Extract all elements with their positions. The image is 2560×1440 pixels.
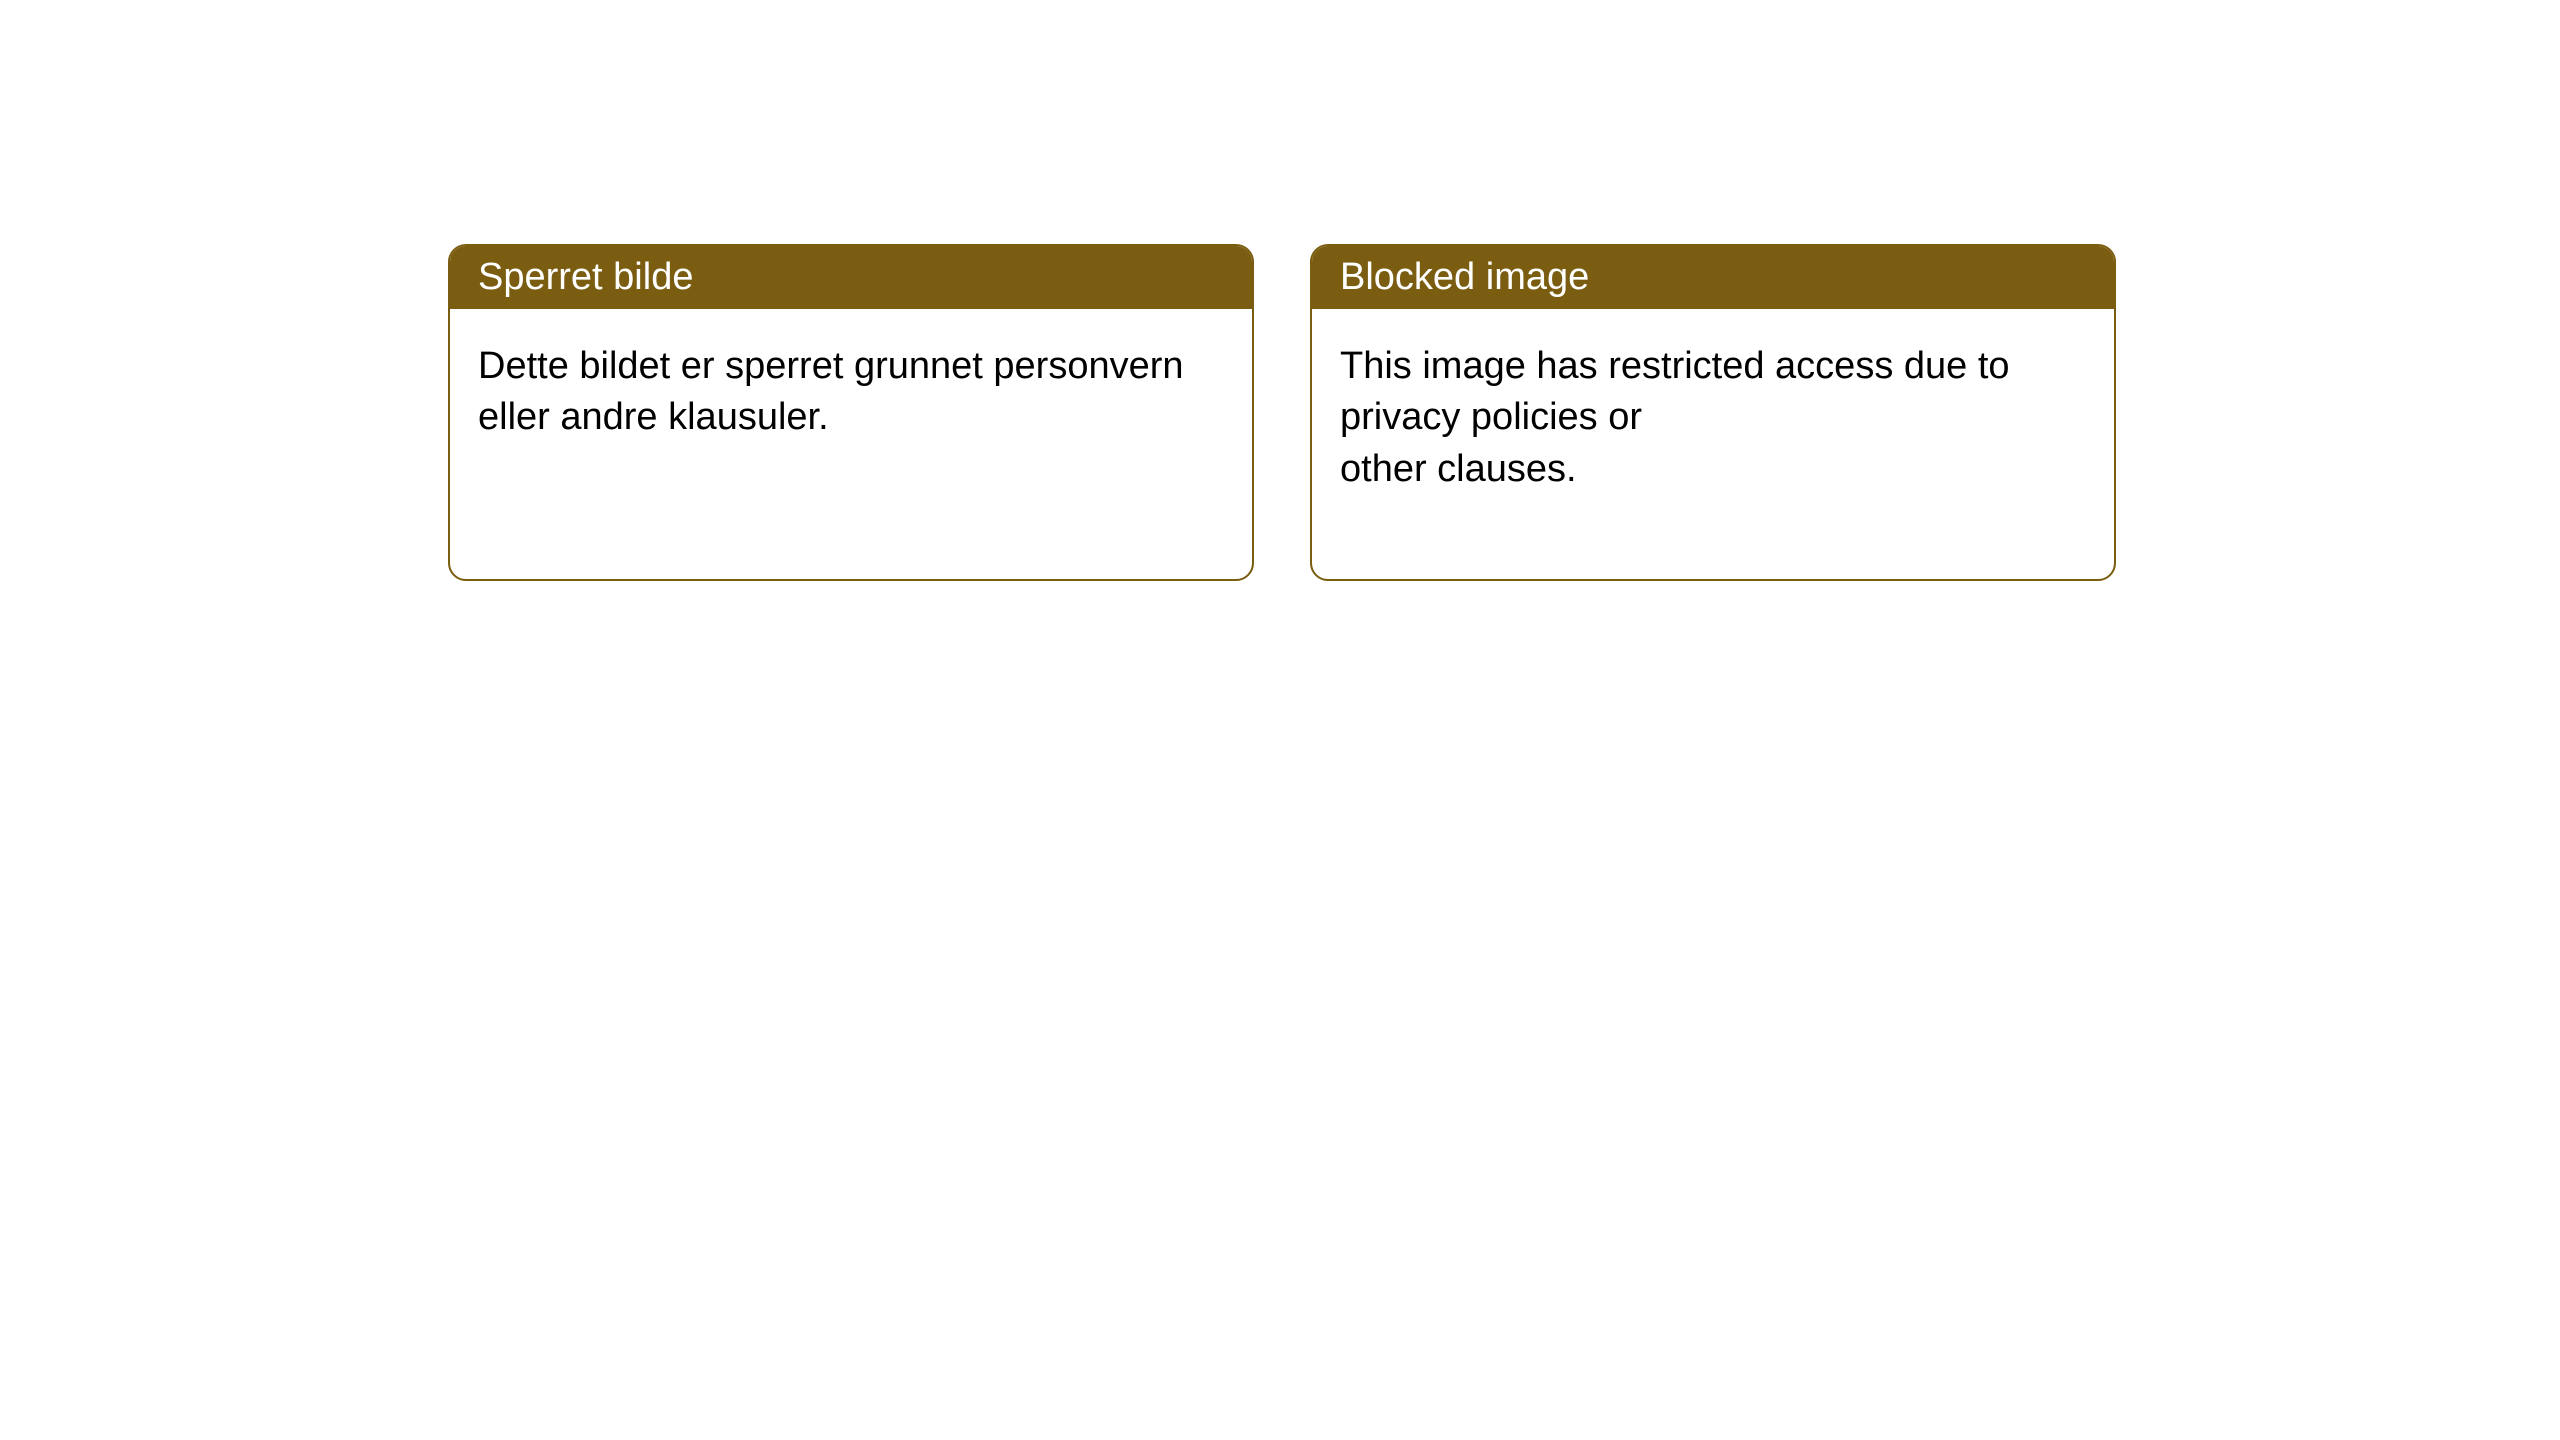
notice-card-english: Blocked image This image has restricted … [1310,244,2116,581]
notice-body: Dette bildet er sperret grunnet personve… [450,309,1252,579]
notice-header: Sperret bilde [450,246,1252,309]
notice-container: Sperret bilde Dette bildet er sperret gr… [0,0,2560,581]
notice-card-norwegian: Sperret bilde Dette bildet er sperret gr… [448,244,1254,581]
notice-header: Blocked image [1312,246,2114,309]
notice-body: This image has restricted access due to … [1312,309,2114,579]
